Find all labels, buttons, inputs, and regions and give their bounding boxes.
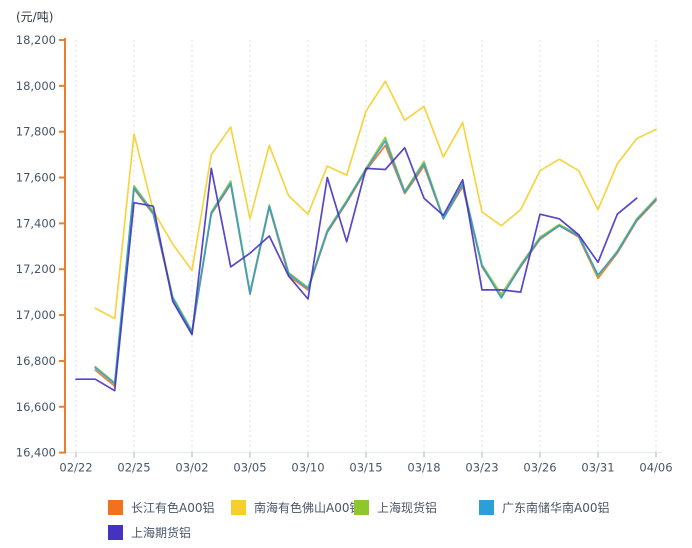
x-tick-label: 02/25 — [117, 461, 150, 475]
legend-item-nanhai-foshan-a00: 南海有色佛山A00铝 — [231, 499, 361, 515]
x-tick-label: 02/22 — [59, 461, 92, 475]
y-tick-label: 17,800 — [16, 125, 56, 139]
y-tick-label: 18,000 — [16, 79, 56, 93]
legend-swatch-orange — [108, 499, 123, 515]
legend-item-guangdong-nanchu-a00: 广东南储华南A00铝 — [479, 499, 609, 515]
legend-item-shanghai-futures: 上海期货铝 — [108, 524, 191, 540]
legend-item-changjiang-a00: 长江有色A00铝 — [108, 499, 214, 515]
legend-label: 长江有色A00铝 — [131, 500, 215, 515]
x-tick-label: 03/10 — [291, 461, 324, 475]
series-line-4 — [75, 146, 638, 392]
y-tick-label: 17,000 — [16, 308, 56, 322]
legend-swatch-yellow — [231, 499, 246, 515]
legend-label: 上海期货铝 — [131, 525, 192, 540]
y-tick-label: 17,200 — [16, 262, 56, 276]
series-line-3 — [94, 140, 657, 385]
x-tick-label: 03/15 — [349, 461, 382, 475]
y-tick-label: 16,600 — [16, 400, 56, 414]
x-tick-label: 03/18 — [407, 461, 440, 475]
legend-swatch-teal — [479, 499, 494, 515]
series-line-1 — [94, 80, 657, 320]
series-line-2 — [94, 136, 657, 384]
x-tick-label: 03/31 — [581, 461, 614, 475]
legend-swatch-purple — [108, 524, 123, 540]
y-tick-label: 16,400 — [16, 446, 56, 460]
y-axis-unit-label: (元/吨) — [16, 10, 54, 24]
legend-swatch-green — [354, 499, 369, 515]
series-line-0 — [94, 144, 657, 387]
x-tick-label: 03/05 — [233, 461, 266, 475]
y-tick-label: 17,600 — [16, 171, 56, 185]
legend-label: 广东南储华南A00铝 — [502, 500, 610, 515]
y-tick-label: 16,800 — [16, 354, 56, 368]
y-tick-label: 18,200 — [16, 33, 56, 47]
y-tick-label: 17,400 — [16, 216, 56, 230]
legend-label: 上海现货铝 — [377, 500, 438, 515]
line-chart-plot-area: 16,400 16,600 16,800 17,000 17,200 17,400 17,6… — [16, 33, 673, 475]
legend-item-shanghai-spot: 上海现货铝 — [354, 499, 437, 515]
x-tick-label: 03/26 — [523, 461, 556, 475]
x-tick-label: 04/06 — [639, 461, 672, 475]
legend-label: 南海有色佛山A00铝 — [254, 500, 362, 515]
x-tick-label: 03/02 — [175, 461, 208, 475]
x-tick-label: 03/23 — [465, 461, 498, 475]
